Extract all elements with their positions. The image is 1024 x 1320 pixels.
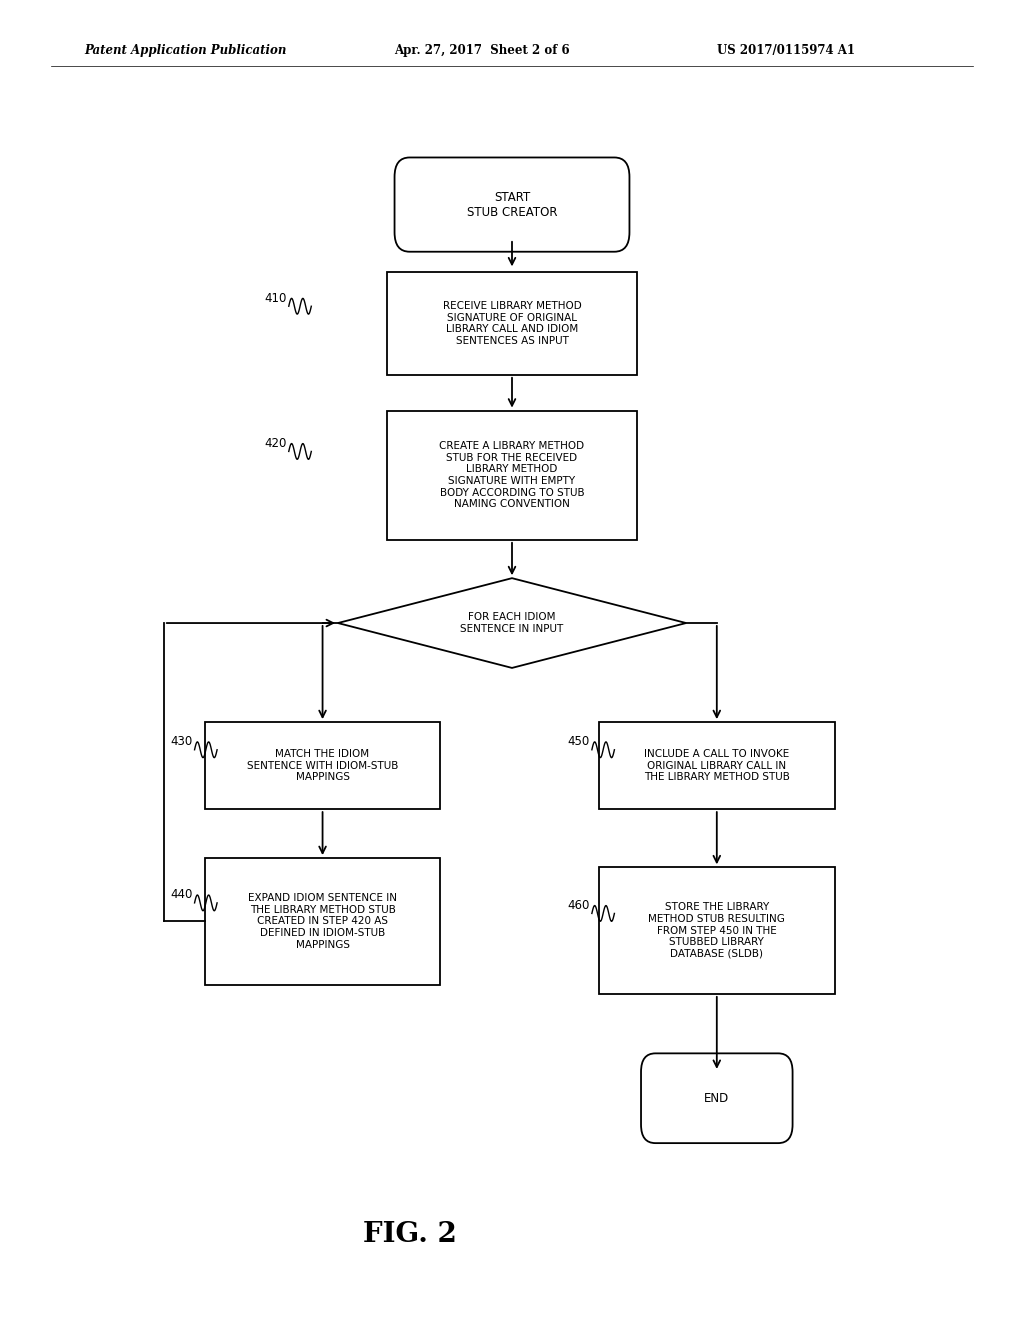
Text: RECEIVE LIBRARY METHOD
SIGNATURE OF ORIGINAL
LIBRARY CALL AND IDIOM
SENTENCES AS: RECEIVE LIBRARY METHOD SIGNATURE OF ORIG… [442, 301, 582, 346]
Text: 460: 460 [567, 899, 590, 912]
Text: END: END [705, 1092, 729, 1105]
Bar [205, 858, 440, 985]
Text: FIG. 2: FIG. 2 [362, 1221, 457, 1247]
FancyBboxPatch shape [641, 1053, 793, 1143]
Text: INCLUDE A CALL TO INVOKE
ORIGINAL LIBRARY CALL IN
THE LIBRARY METHOD STUB: INCLUDE A CALL TO INVOKE ORIGINAL LIBRAR… [644, 748, 790, 783]
Text: FOR EACH IDIOM
SENTENCE IN INPUT: FOR EACH IDIOM SENTENCE IN INPUT [461, 612, 563, 634]
Bar [205, 722, 440, 809]
Text: 450: 450 [567, 735, 590, 748]
Bar [387, 411, 637, 540]
Text: 410: 410 [264, 292, 287, 305]
Bar [387, 272, 637, 375]
Text: 440: 440 [170, 888, 193, 902]
Text: Apr. 27, 2017  Sheet 2 of 6: Apr. 27, 2017 Sheet 2 of 6 [394, 44, 570, 57]
Text: US 2017/0115974 A1: US 2017/0115974 A1 [717, 44, 855, 57]
FancyBboxPatch shape [394, 157, 630, 252]
Text: Patent Application Publication: Patent Application Publication [84, 44, 287, 57]
Text: 420: 420 [264, 437, 287, 450]
Bar [599, 722, 835, 809]
Polygon shape [338, 578, 686, 668]
Text: STORE THE LIBRARY
METHOD STUB RESULTING
FROM STEP 450 IN THE
STUBBED LIBRARY
DAT: STORE THE LIBRARY METHOD STUB RESULTING … [648, 903, 785, 958]
Text: CREATE A LIBRARY METHOD
STUB FOR THE RECEIVED
LIBRARY METHOD
SIGNATURE WITH EMPT: CREATE A LIBRARY METHOD STUB FOR THE REC… [439, 441, 585, 510]
Text: EXPAND IDIOM SENTENCE IN
THE LIBRARY METHOD STUB
CREATED IN STEP 420 AS
DEFINED : EXPAND IDIOM SENTENCE IN THE LIBRARY MET… [248, 894, 397, 949]
Bar [599, 867, 835, 994]
Text: MATCH THE IDIOM
SENTENCE WITH IDIOM-STUB
MAPPINGS: MATCH THE IDIOM SENTENCE WITH IDIOM-STUB… [247, 748, 398, 783]
Text: 430: 430 [170, 735, 193, 748]
Text: START
STUB CREATOR: START STUB CREATOR [467, 190, 557, 219]
